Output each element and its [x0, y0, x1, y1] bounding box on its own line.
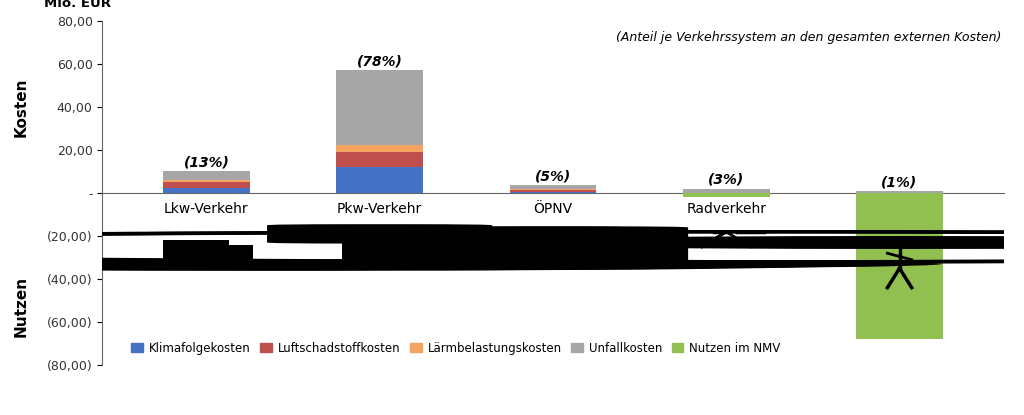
FancyBboxPatch shape — [342, 242, 418, 262]
FancyBboxPatch shape — [418, 226, 629, 265]
Circle shape — [227, 260, 921, 269]
FancyBboxPatch shape — [477, 226, 688, 265]
FancyBboxPatch shape — [163, 240, 229, 262]
Circle shape — [0, 260, 618, 271]
Bar — [683, 193, 770, 197]
Text: Kosten: Kosten — [13, 77, 29, 137]
Bar — [163, 180, 250, 182]
Circle shape — [0, 260, 836, 271]
Bar — [163, 188, 250, 193]
Bar — [336, 152, 423, 167]
Text: (Anteil je Verkehrssystem an den gesamten externen Kosten): (Anteil je Verkehrssystem an den gesamte… — [616, 31, 1001, 44]
FancyBboxPatch shape — [267, 224, 493, 244]
Bar — [856, 191, 943, 193]
Bar — [510, 186, 596, 189]
Bar — [510, 192, 596, 193]
Bar — [336, 167, 423, 193]
Bar — [683, 189, 770, 193]
Bar — [510, 190, 596, 192]
Bar — [856, 193, 943, 339]
Circle shape — [0, 260, 660, 271]
Bar — [510, 189, 596, 190]
Circle shape — [380, 236, 1024, 249]
Text: (5%): (5%) — [535, 169, 571, 183]
FancyBboxPatch shape — [229, 245, 253, 262]
Circle shape — [0, 260, 674, 271]
Bar — [336, 144, 423, 152]
Text: Mio. EUR: Mio. EUR — [44, 0, 111, 10]
Bar — [163, 171, 250, 180]
Circle shape — [168, 260, 861, 269]
Circle shape — [189, 260, 883, 269]
Text: Nutzen: Nutzen — [13, 276, 29, 337]
Text: (3%): (3%) — [709, 173, 744, 186]
Legend: Klimafolgekosten, Luftschadstoffkosten, Lärmbelastungskosten, Unfallkosten, Nutz: Klimafolgekosten, Luftschadstoffkosten, … — [126, 337, 785, 359]
Bar — [163, 182, 250, 188]
Text: (13%): (13%) — [183, 155, 229, 169]
Bar — [336, 70, 423, 144]
Circle shape — [0, 260, 791, 271]
Text: (1%): (1%) — [882, 175, 918, 189]
Text: (78%): (78%) — [356, 54, 402, 68]
Circle shape — [248, 260, 941, 269]
